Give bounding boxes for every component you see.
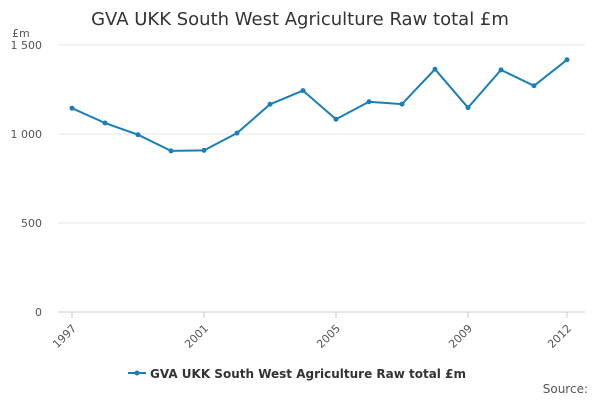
legend-swatch-marker xyxy=(134,370,140,376)
series-group xyxy=(69,57,570,154)
legend[interactable]: GVA UKK South West Agriculture Raw total… xyxy=(128,367,466,381)
data-point[interactable] xyxy=(267,101,273,107)
series-line xyxy=(71,59,568,152)
x-tick-label: 2001 xyxy=(182,322,211,351)
y-tick-label: 0 xyxy=(35,306,42,319)
data-point[interactable] xyxy=(135,132,141,138)
gridlines xyxy=(58,44,585,313)
data-point[interactable] xyxy=(168,148,174,154)
data-point[interactable] xyxy=(333,116,339,122)
y-tick-label: 500 xyxy=(21,217,42,230)
x-tick-label: 1997 xyxy=(50,322,79,351)
data-point[interactable] xyxy=(498,67,504,73)
data-point[interactable] xyxy=(432,66,438,72)
data-point[interactable] xyxy=(366,99,372,105)
data-point[interactable] xyxy=(465,105,471,111)
legend-entry-label: GVA UKK South West Agriculture Raw total… xyxy=(150,367,466,381)
x-tick-label: 2012 xyxy=(545,322,574,351)
x-tick-label: 2005 xyxy=(314,322,343,351)
data-point[interactable] xyxy=(531,83,537,89)
y-tick-label: 1 500 xyxy=(11,39,43,52)
chart-title: GVA UKK South West Agriculture Raw total… xyxy=(91,9,509,30)
data-point[interactable] xyxy=(69,105,75,111)
y-axis-unit-label: £m xyxy=(12,27,30,40)
data-point[interactable] xyxy=(564,57,570,63)
y-axis-ticks: 0 500 1 000 1 500 xyxy=(11,39,43,319)
data-point[interactable] xyxy=(234,130,240,136)
data-point[interactable] xyxy=(399,101,405,107)
source-label: Source: xyxy=(543,382,588,396)
x-axis-ticks: 1997 2001 2005 2009 2012 xyxy=(50,312,574,351)
data-point[interactable] xyxy=(300,88,306,94)
y-tick-label: 1 000 xyxy=(11,128,43,141)
data-point[interactable] xyxy=(201,147,207,153)
x-tick-label: 2009 xyxy=(446,322,475,351)
data-point[interactable] xyxy=(102,120,108,126)
